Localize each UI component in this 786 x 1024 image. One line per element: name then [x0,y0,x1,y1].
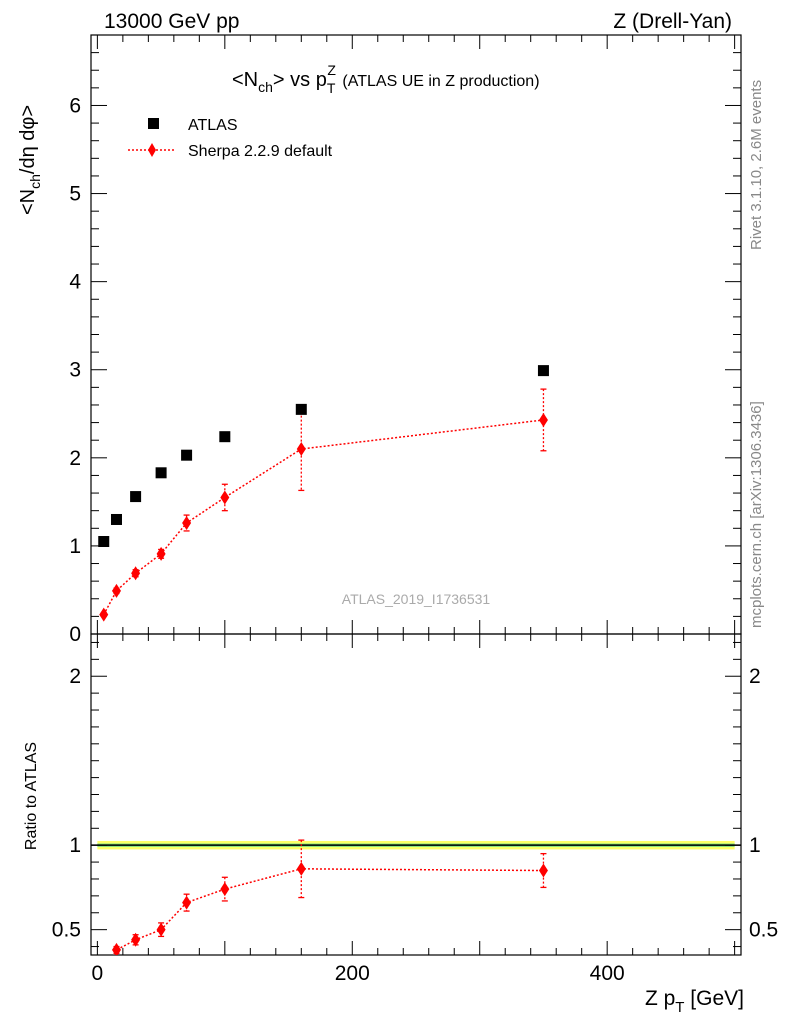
legend-sherpa-label: Sherpa 2.2.9 default [188,143,333,160]
legend-atlas-label: ATLAS [188,117,238,134]
main-ytick-label: 1 [69,535,81,558]
main-ylabel: <Nch/dη dφ> [17,105,43,215]
header-right: Z (Drell-Yan) [613,10,732,33]
ratio-line [113,868,544,955]
main-plot: 0 1 2 3 4 5 6 [69,34,742,646]
sherpa-point [296,442,306,457]
ratio-point [111,942,121,955]
ratio-point [296,861,306,876]
sherpa-point [182,516,192,531]
main-ytick-label: 3 [69,359,81,382]
ratio-xtick-label: 200 [335,962,370,985]
atlas-point [219,431,231,443]
atlas-point [110,513,122,525]
ratio-ytick-label-right: 0.5 [749,919,778,942]
atlas-point [155,467,167,479]
main-ytick-label: 5 [69,183,81,206]
sherpa-point [220,490,230,505]
atlas-point [181,449,193,461]
sherpa-point [156,546,166,561]
ratio-plot: 0 200 400 0.5 0.5 1 1 2 2 [52,633,778,985]
legend-atlas-marker [148,118,159,129]
atlas-point [537,365,549,377]
sherpa-point [538,412,548,427]
sherpa-point [111,583,121,598]
ratio-point [182,895,192,910]
ratio-ytick-label-right: 1 [749,834,761,857]
ratio-point [538,863,548,878]
ratio-series-group [111,839,548,955]
ratio-ylabel: Ratio to ATLAS [23,742,40,850]
ratio-frame [90,633,742,956]
ratio-xtick-label: 400 [590,962,625,985]
legend: ATLAS Sherpa 2.2.9 default [128,117,333,160]
ratio-ytick-label-right: 2 [749,665,761,688]
atlas-point [130,491,142,503]
ratio-xlabel: Z pT [GeV] [645,987,744,1016]
ratio-ytick-label-left: 1 [69,834,81,857]
sherpa-point [99,607,109,622]
atlas-point [295,403,307,415]
main-ytick-label: 6 [69,94,81,117]
atlas-point [98,536,110,548]
ratio-xtick-label: 0 [92,962,104,985]
main-ytick-label: 2 [69,447,81,470]
main-ytick-label: 0 [69,623,81,646]
rivet-label: Rivet 3.1.10, 2.6M events [748,80,765,250]
main-ytick-label: 4 [69,271,81,294]
ratio-ytick-label-left: 0.5 [52,919,81,942]
sherpa-point [131,566,141,581]
main-title: <Nch> vs pTZ (ATLAS UE in Z production) [232,62,540,96]
ratio-point [156,922,166,937]
legend-sherpa-marker [148,143,156,157]
mcplots-label: mcplots.cern.ch [arXiv:1306.3436] [748,401,765,628]
header-left: 13000 GeV pp [104,10,239,33]
ratio-ytick-label-left: 2 [69,665,81,688]
ratio-point [220,882,230,897]
analysis-id: ATLAS_2019_I1736531 [342,591,491,607]
ratio-point [131,932,141,947]
sherpa-line [103,419,544,615]
